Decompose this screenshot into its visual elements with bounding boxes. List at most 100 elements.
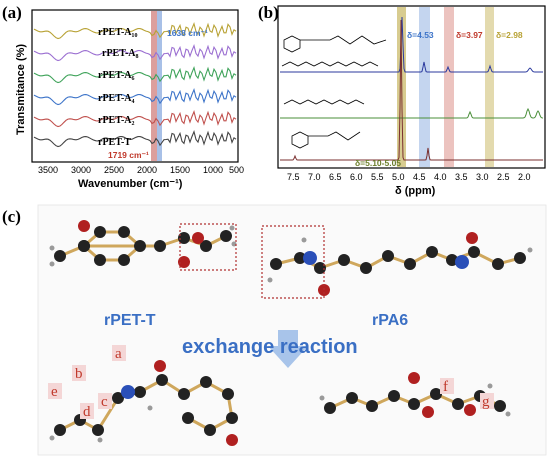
panel-a-xlabel: Wavenumber (cm⁻¹)	[78, 178, 183, 190]
prod1-h-1	[97, 437, 103, 443]
b-xtick-3: 6.0	[350, 172, 363, 182]
rpet-atom-0	[54, 250, 66, 262]
b-xtick-2: 6.5	[329, 172, 342, 182]
rpet-atom-3	[118, 226, 130, 238]
atom-letter-a: a	[115, 346, 122, 362]
rpet-atom-6	[94, 254, 106, 266]
rpa6-atom-8	[446, 254, 458, 266]
prod1-atom-4	[134, 386, 146, 398]
prod2-atom-1	[346, 392, 358, 404]
series-label-a4: rPET-A₄	[98, 93, 135, 104]
prod2-h-0	[319, 395, 325, 401]
panel-a-label: (a)	[2, 3, 22, 22]
atom-letter-d: d	[83, 404, 91, 420]
rpa6-nitrogen-1	[455, 255, 469, 269]
reaction-arrow	[268, 330, 308, 368]
prod1-atom-10	[204, 424, 216, 436]
nmr-line-2	[280, 19, 543, 161]
molecule-models	[49, 220, 533, 446]
rpa6-h-2	[527, 247, 533, 253]
rpet-h-3	[231, 241, 237, 247]
panel-b-xlabel: δ (ppm)	[395, 185, 436, 197]
b-xtick-4: 5.5	[371, 172, 384, 182]
rpet-atom-11	[220, 230, 232, 242]
nmr-line-0	[280, 16, 543, 73]
letter-bg-g	[480, 393, 494, 409]
band-label-1638: 1638 cm⁻¹	[167, 28, 208, 38]
rpa6-h-0	[301, 237, 307, 243]
b-xtick-9: 3.0	[476, 172, 489, 182]
prod2-oxygen-2	[464, 404, 476, 416]
letter-bg-a	[112, 345, 126, 361]
nmr-spectra	[280, 16, 544, 161]
band-2-98	[485, 7, 494, 167]
shift-label-bottom: δ=5.10-5.05	[355, 158, 401, 168]
a-xtick-3500: 3500	[38, 165, 58, 175]
letter-bg-f	[440, 378, 454, 394]
rpa6-atom-1	[294, 252, 306, 264]
letter-bg-e	[48, 383, 62, 399]
prod2-atom-5	[430, 388, 442, 400]
band-label-1719: 1719 cm⁻¹	[108, 150, 149, 160]
band-3-97	[444, 7, 454, 167]
prod1-atom-6	[178, 388, 190, 400]
rpa6-atom-5	[382, 250, 394, 262]
rpa6-atom-0	[270, 258, 282, 270]
shift-label-3-97: δ=3.97	[456, 30, 483, 40]
rpet-atom-10	[200, 240, 212, 252]
b-xtick-8: 3.5	[455, 172, 468, 182]
b-xtick-10: 2.5	[497, 172, 510, 182]
prod1-atom-2	[92, 424, 104, 436]
series-label-a2: rPET-A₂	[98, 115, 135, 126]
rpet-atom-8	[154, 240, 166, 252]
prod2-atom-6	[452, 398, 464, 410]
shift-label-4-53: δ=4.53	[407, 30, 434, 40]
prod2-atom-8	[494, 400, 506, 412]
band-1638	[157, 11, 162, 161]
rpa6-atom-4	[360, 262, 372, 274]
rpa6-atom-7	[426, 246, 438, 258]
rpet-atom-4	[134, 240, 146, 252]
rpa6-h-1	[267, 277, 273, 283]
prod1-h-2	[147, 405, 153, 411]
rpa6-oxygen-1	[466, 232, 478, 244]
b-xtick-1: 7.0	[308, 172, 321, 182]
prod2-h-1	[505, 411, 511, 417]
panel-a-ylabel: Transmitance (%)	[15, 44, 27, 135]
band-4-53	[419, 7, 430, 167]
panel-b-xticks: 7.5 7.0 6.5 6.0 5.5 5.0 4.5 4.0 3.5 3.0 …	[287, 172, 531, 182]
panel-a: (a) rPET-A₁₀ rPET-A₈ rPET-A₆ rPET-A₄ rPE…	[2, 3, 244, 190]
b-xtick-0: 7.5	[287, 172, 300, 182]
atom-letters: a b c d e f g	[48, 345, 494, 420]
a-xtick-1500: 1500	[170, 165, 190, 175]
panel-b: (b) δ=4.53 δ=3.97 δ=2.98 δ=5.10-5.05 7.5…	[258, 3, 546, 197]
prod1-atom-3	[112, 392, 124, 404]
rpa6-atom-11	[514, 252, 526, 264]
atom-letter-f: f	[443, 379, 448, 395]
prod1-atom-7	[200, 376, 212, 388]
prod2-atom-0	[324, 402, 336, 414]
leaving-group-box-left	[179, 223, 237, 271]
prod1-atom-9	[226, 412, 238, 424]
ftir-line-4	[33, 109, 237, 128]
prod2-oxygen-0	[408, 372, 420, 384]
rpet-atom-2	[94, 226, 106, 238]
rpet-h-2	[229, 225, 235, 231]
ftir-line-1	[33, 43, 237, 62]
rpet-h-1	[49, 245, 55, 251]
ftir-line-5	[33, 129, 237, 148]
prod1-atom-8	[222, 388, 234, 400]
rpet-oxygen-2	[192, 232, 204, 244]
ftir-line-3	[33, 87, 237, 106]
rpet-atom-7	[78, 240, 90, 252]
panel-b-frame	[277, 5, 546, 169]
a-xtick-500: 500	[229, 165, 244, 175]
ftir-spectra	[33, 21, 237, 148]
atom-letter-g: g	[482, 394, 490, 410]
rpa6-atom-3	[338, 254, 350, 266]
molecule-label-rpet: rPET-T	[104, 312, 156, 329]
prod2-oxygen-1	[422, 406, 434, 418]
a-xtick-2000: 2000	[137, 165, 157, 175]
letter-bg-c	[98, 393, 112, 409]
prod2-atom-4	[408, 398, 420, 410]
